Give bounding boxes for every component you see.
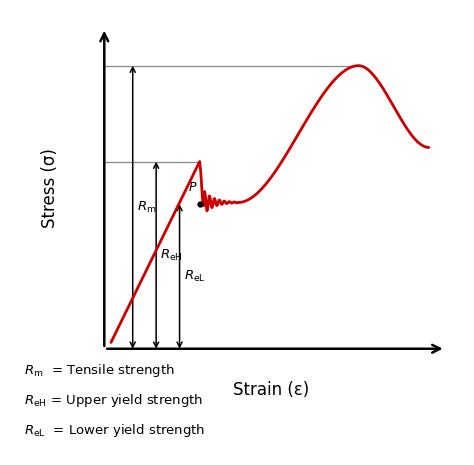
Text: Stress (σ): Stress (σ) (41, 148, 59, 228)
Text: $R_\mathrm{eL}$: $R_\mathrm{eL}$ (183, 269, 206, 284)
Text: $R_\mathrm{eH}$ = Upper yield strength: $R_\mathrm{eH}$ = Upper yield strength (24, 392, 203, 409)
Text: $R_\mathrm{eL}$  = Lower yield strength: $R_\mathrm{eL}$ = Lower yield strength (24, 422, 205, 439)
Text: $R_\mathrm{m}$  = Tensile strength: $R_\mathrm{m}$ = Tensile strength (24, 362, 174, 379)
Text: P: P (189, 181, 196, 194)
Text: $R_\mathrm{m}$: $R_\mathrm{m}$ (137, 199, 156, 215)
Text: $R_\mathrm{eH}$: $R_\mathrm{eH}$ (160, 248, 183, 263)
Text: Strain (ε): Strain (ε) (233, 381, 310, 399)
